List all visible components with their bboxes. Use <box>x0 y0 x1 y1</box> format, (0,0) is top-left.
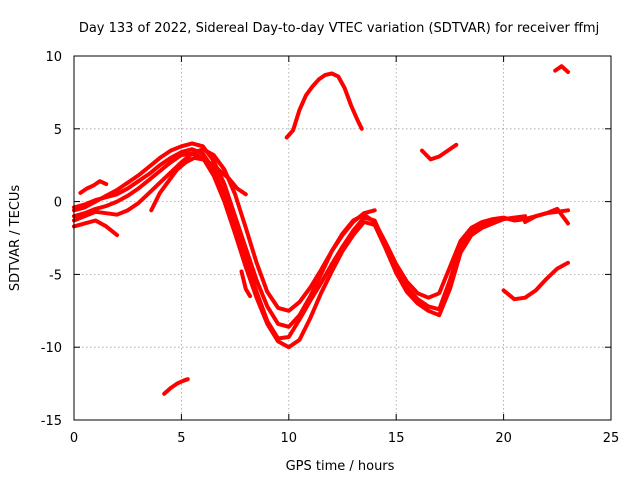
chart-title: Day 133 of 2022, Sidereal Day-to-day VTE… <box>79 21 599 36</box>
x-tick-label: 25 <box>603 431 620 446</box>
series-track-8 <box>239 269 253 299</box>
series-track-7 <box>149 155 248 213</box>
series-track-13 <box>553 64 570 74</box>
series-track-12 <box>501 260 570 302</box>
y-axis-label: SDTVAR / TECUs <box>8 185 23 292</box>
x-tick-label: 15 <box>388 431 405 446</box>
x-tick-label: 10 <box>281 431 298 446</box>
series-track-6 <box>78 179 109 195</box>
series-track-3 <box>72 147 495 341</box>
x-tick-label: 5 <box>177 431 185 446</box>
series-track-14 <box>523 206 570 226</box>
y-tick-label: -10 <box>41 341 62 356</box>
series-track-5 <box>72 218 119 238</box>
y-tick-label: -15 <box>41 414 62 429</box>
axis-ticks <box>73 55 612 421</box>
series-track-1 <box>72 141 570 329</box>
grid-lines <box>74 56 611 420</box>
data-series-group <box>72 64 570 396</box>
y-tick-label: 0 <box>54 196 62 211</box>
x-tick-label: 0 <box>70 431 78 446</box>
y-tick-label: 5 <box>54 123 62 138</box>
series-track-9 <box>162 377 190 396</box>
x-tick-label: 20 <box>495 431 512 446</box>
plot-frame <box>73 55 612 421</box>
y-tick-label: 10 <box>45 50 62 65</box>
series-track-10 <box>284 71 364 140</box>
x-tick-labels: 0 5 10 15 20 25 <box>70 431 619 446</box>
series-track-2 <box>72 151 528 350</box>
x-axis-label: GPS time / hours <box>286 459 395 474</box>
y-tick-label: -5 <box>49 268 62 283</box>
series-track-4 <box>72 147 377 313</box>
y-tick-labels: -15 -10 -5 0 5 10 <box>41 50 62 429</box>
series-track-11 <box>420 142 459 162</box>
